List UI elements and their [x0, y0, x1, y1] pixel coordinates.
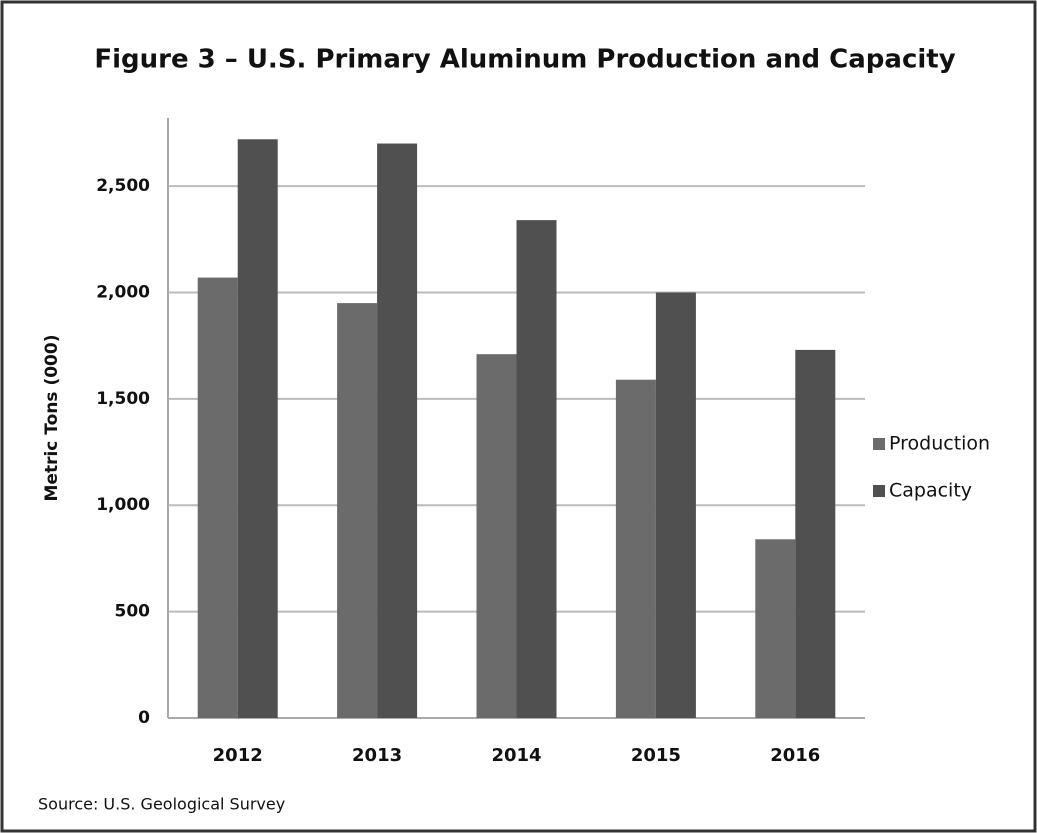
x-tick-label: 2013	[352, 745, 402, 766]
y-tick-label: 2,500	[96, 176, 150, 196]
bar	[795, 349, 836, 718]
legend-label: Production	[889, 433, 990, 455]
y-tick-label: 0	[138, 708, 150, 728]
source-note: Source: U.S. Geological Survey	[38, 795, 285, 814]
bar	[476, 354, 517, 718]
y-tick-label: 2,000	[96, 282, 150, 302]
bar	[237, 139, 278, 718]
x-tick-label: 2015	[631, 745, 681, 766]
chart-title: Figure 3 – U.S. Primary Aluminum Product…	[94, 45, 955, 75]
bar	[377, 143, 418, 718]
x-tick-label: 2014	[491, 745, 541, 766]
legend-swatch	[873, 438, 885, 450]
y-tick-label: 500	[115, 602, 151, 622]
legend-swatch	[873, 485, 885, 497]
y-axis-label: Metric Tons (000)	[42, 335, 62, 502]
x-tick-label: 2016	[770, 745, 820, 766]
x-tick-label: 2012	[213, 745, 263, 766]
bar	[516, 220, 557, 718]
bar	[337, 303, 378, 718]
bar	[655, 292, 696, 718]
bar	[197, 277, 238, 718]
bar	[615, 379, 656, 718]
y-tick-label: 1,500	[96, 389, 150, 409]
y-tick-label: 1,000	[96, 495, 150, 515]
legend-label: Capacity	[889, 480, 972, 502]
bar	[755, 539, 796, 718]
